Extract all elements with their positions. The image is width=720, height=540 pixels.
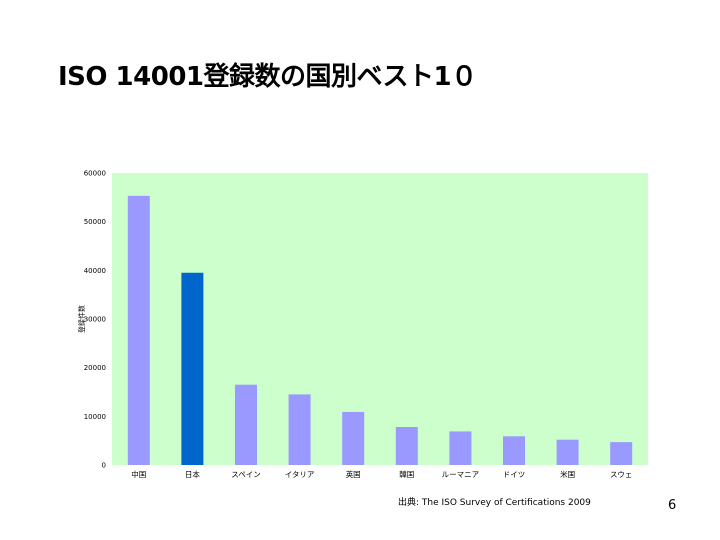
x-category-label: 英国 [346, 469, 361, 479]
bar-4 [342, 411, 365, 465]
bar-9 [610, 442, 633, 465]
bars [127, 195, 633, 465]
y-tick-label: 10000 [84, 413, 106, 421]
x-category-label: 日本 [185, 469, 200, 479]
y-tick-label: 40000 [84, 267, 106, 275]
source-note: 出典: The ISO Survey of Certifications 200… [398, 498, 591, 508]
x-category-label: イタリア [285, 470, 315, 479]
y-tick-label: 20000 [84, 364, 106, 372]
bar-8 [556, 439, 579, 465]
bar-2 [235, 384, 257, 465]
y-tick-label: 50000 [84, 218, 106, 226]
page-number: 6 [668, 498, 677, 513]
bar-6 [449, 431, 472, 465]
bar-7 [503, 436, 525, 465]
y-axis-title: 登録件数 [77, 305, 86, 333]
x-category-label: 米国 [560, 469, 575, 479]
bar-5 [395, 427, 418, 465]
x-category-label: 韓国 [399, 469, 414, 479]
x-category-label: スペイン [231, 470, 260, 479]
bar-0 [127, 195, 150, 465]
y-tick-label: 30000 [84, 316, 106, 324]
bar-1 [181, 272, 204, 465]
y-tick-label: 0 [102, 462, 106, 470]
y-tick-label: 60000 [84, 170, 106, 178]
slide-title: ISO 14001登録数の国別ベスト1０ [58, 62, 477, 92]
x-category-label: ルーマニア [442, 470, 480, 479]
bar-3 [288, 394, 311, 465]
y-axis-ticks: 0 10000 20000 30000 40000 50000 60000 [84, 170, 106, 470]
x-category-label: ドイツ [503, 470, 526, 479]
x-axis-labels: 中国 日本 スペイン イタリア 英国 韓国 ルーマニア ドイツ 米国 スウェ [131, 469, 632, 479]
x-category-label: 中国 [131, 469, 146, 479]
x-category-label: スウェ [610, 470, 633, 479]
